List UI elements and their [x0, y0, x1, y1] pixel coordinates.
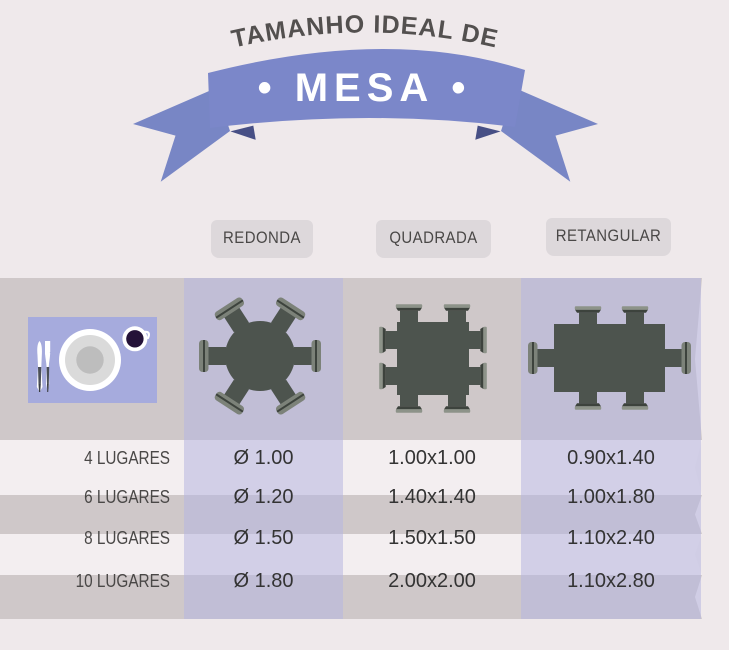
- svg-text:TAMANHO IDEAL DE: TAMANHO IDEAL DE: [229, 10, 501, 53]
